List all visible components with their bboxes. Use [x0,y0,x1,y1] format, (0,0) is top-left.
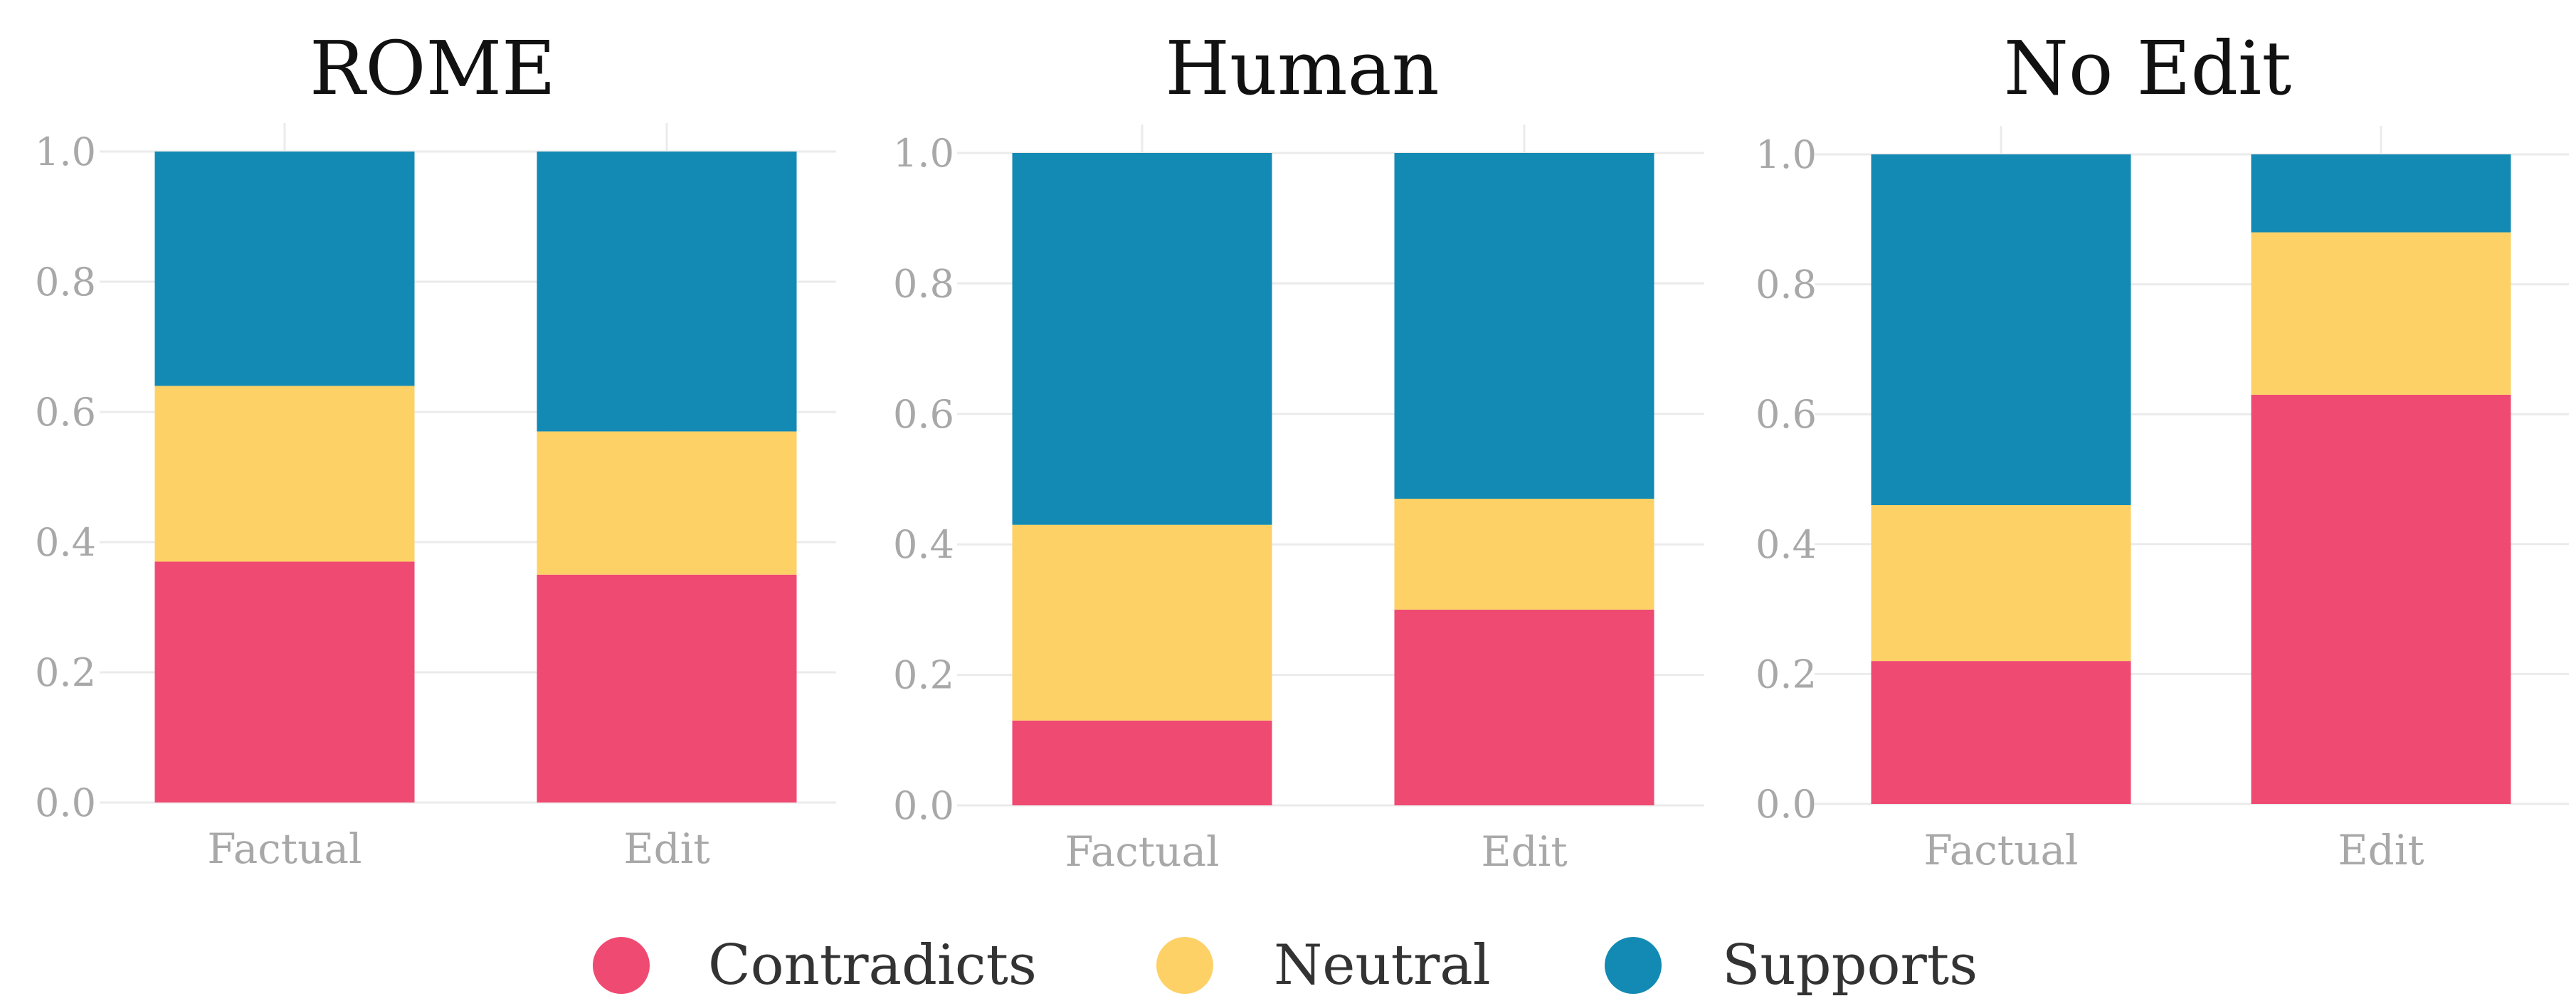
y-tick-label: 0.0 [35,780,96,825]
bar-segment-supports [1394,153,1654,499]
y-tick-label: 0.6 [893,392,954,437]
panel-title: Human [1165,25,1439,112]
x-category-label: Factual [1923,826,2078,874]
bar-segment-supports [1012,153,1272,525]
x-category-label: Factual [207,825,361,873]
y-tick-label: 0.8 [893,261,954,306]
legend-label-supports: Supports [1722,933,1978,996]
bar-segment-neutral [2251,232,2511,395]
bar-segment-neutral [1012,524,1272,721]
x-category-label: Edit [1481,827,1567,876]
panel-title: No Edit [2004,25,2291,112]
y-tick-label: 0.2 [893,653,954,698]
y-tick-label: 0.6 [35,390,96,435]
bar-segment-supports [537,152,797,432]
legend-label-neutral: Neutral [1274,933,1491,996]
legend-swatch-neutral [1156,937,1213,994]
bar-segment-contradicts [1394,609,1654,805]
bar-segment-contradicts [1012,720,1272,805]
y-tick-label: 0.8 [1756,263,1817,307]
y-tick-label: 0.2 [35,650,96,695]
x-category-label: Factual [1065,827,1219,876]
y-tick-label: 1.0 [1756,132,1817,177]
bar-segment-neutral [1394,499,1654,610]
legend-label-contradicts: Contradicts [708,933,1037,996]
bar-segment-neutral [1871,505,2131,662]
bar-segment-contradicts [154,561,415,802]
bar-segment-neutral [537,431,797,575]
y-tick-label: 0.0 [893,783,954,828]
y-tick-label: 0.4 [35,520,96,565]
y-tick-label: 0.8 [35,260,96,304]
panel-title: ROME [310,25,556,112]
legend-swatch-contradicts [593,937,650,994]
y-tick-label: 0.0 [1756,782,1817,827]
y-tick-label: 1.0 [893,131,954,176]
y-tick-label: 0.2 [1756,652,1817,696]
x-category-label: Edit [2338,826,2424,874]
legend-swatch-supports [1605,937,1662,994]
bar-segment-contradicts [1871,661,2131,804]
x-category-label: Edit [623,825,709,873]
y-tick-label: 1.0 [35,129,96,174]
bar-segment-supports [2251,154,2511,233]
bar-segment-contradicts [2251,394,2511,804]
y-tick-label: 0.4 [893,522,954,567]
bar-segment-contradicts [537,574,797,802]
bar-segment-supports [1871,154,2131,506]
bar-segment-neutral [154,386,415,562]
y-tick-label: 0.6 [1756,392,1817,437]
y-tick-label: 0.4 [1756,522,1817,567]
bar-segment-supports [154,152,415,386]
